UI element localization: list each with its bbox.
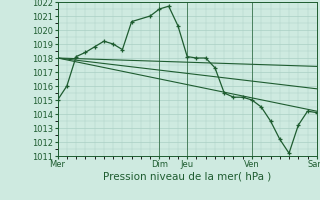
X-axis label: Pression niveau de la mer( hPa ): Pression niveau de la mer( hPa ): [103, 172, 271, 182]
